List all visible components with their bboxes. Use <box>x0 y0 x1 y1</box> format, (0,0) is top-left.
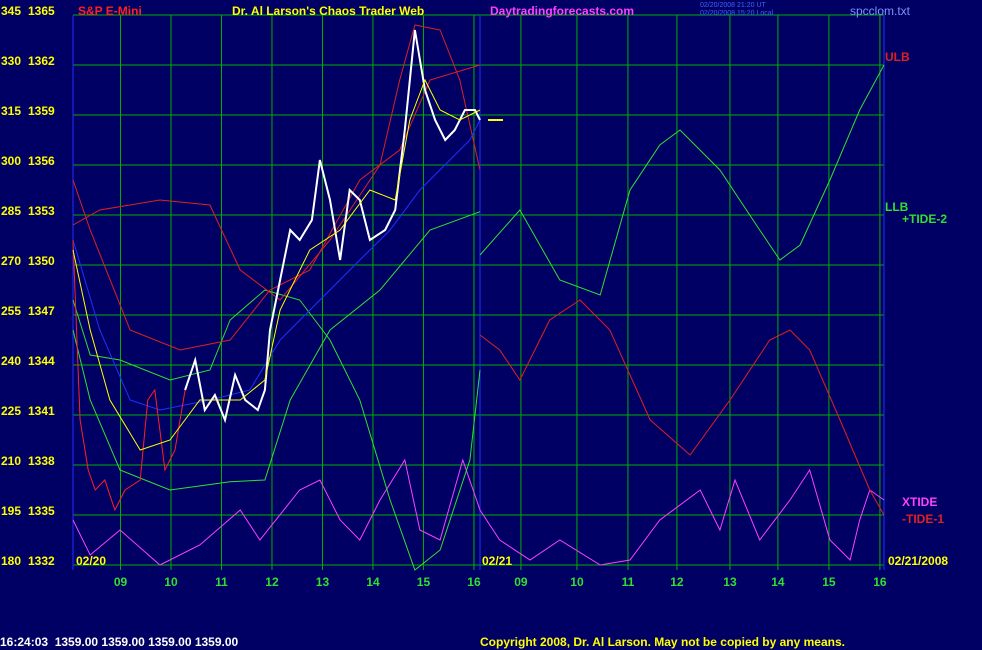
x-tick-label: 14 <box>366 575 380 589</box>
y2-tick-label: 1359 <box>28 104 55 118</box>
series-line <box>479 64 885 296</box>
x-tick-label: 11 <box>622 575 635 589</box>
legend-llb: LLB <box>885 200 909 214</box>
series-line <box>72 458 885 566</box>
series-line <box>72 78 481 451</box>
timestamp-ut: 02/20/2008 21:20 UT <box>700 2 766 9</box>
y2-tick-label: 1350 <box>28 254 55 268</box>
x-tick-label: 10 <box>164 575 178 589</box>
y2-tick-label: 1335 <box>28 504 55 518</box>
y2-tick-label: 1332 <box>28 554 55 568</box>
y-tick-label: 300 <box>1 154 21 168</box>
series-line <box>72 239 186 512</box>
y2-tick-label: 1344 <box>28 354 55 368</box>
x-tick-label: 16 <box>467 575 481 589</box>
instrument: S&P E-Mini <box>78 4 142 18</box>
y2-tick-label: 1341 <box>28 404 55 418</box>
series-line <box>184 29 481 424</box>
legend-ulb: ULB <box>885 50 910 64</box>
x-tick-label: 13 <box>723 575 737 589</box>
date-label: 02/20 <box>76 554 106 568</box>
series-line <box>479 299 885 516</box>
y2-tick-label: 1362 <box>28 54 55 68</box>
date-label: 02/21 <box>482 554 512 568</box>
y-tick-label: 315 <box>1 104 21 118</box>
y-tick-label: 180 <box>1 554 21 568</box>
y-tick-label: 285 <box>1 204 21 218</box>
y-tick-label: 225 <box>1 404 21 418</box>
y-tick-label: 270 <box>1 254 21 268</box>
chart-title: Dr. Al Larson's Chaos Trader Web <box>232 4 424 18</box>
y-tick-label: 210 <box>1 454 21 468</box>
legend-tide1: -TIDE-1 <box>902 512 944 526</box>
legend-xtide: XTIDE <box>902 495 937 509</box>
y2-tick-label: 1338 <box>28 454 55 468</box>
x-tick-label: 12 <box>265 575 279 589</box>
x-tick-label: 14 <box>771 575 785 589</box>
y2-tick-label: 1365 <box>28 4 55 18</box>
series-lines <box>72 24 885 571</box>
timestamp-local: 02/20/2008 15:20 Local <box>700 10 774 17</box>
y-tick-label: 345 <box>1 4 21 18</box>
x-tick-label: 10 <box>570 575 584 589</box>
legend-tide2: +TIDE-2 <box>902 212 947 226</box>
series-line <box>72 211 481 491</box>
grid <box>73 14 884 570</box>
x-tick-label: 13 <box>316 575 330 589</box>
date-label: 02/21/2008 <box>888 554 948 568</box>
x-tick-label: 11 <box>215 575 228 589</box>
x-tick-label: 09 <box>114 575 128 589</box>
file-name: spcclom.txt <box>850 4 911 18</box>
copyright: Copyright 2008, Dr. Al Larson. May not b… <box>480 635 845 649</box>
series-line <box>72 289 481 571</box>
y2-tick-label: 1347 <box>28 304 55 318</box>
y2-tick-label: 1353 <box>28 204 55 218</box>
x-tick-label: 12 <box>670 575 684 589</box>
site: Daytradingforecasts.com <box>490 4 634 18</box>
status-line: 16:24:03 1359.00 1359.00 1359.00 1359.00 <box>0 635 239 649</box>
y-tick-label: 255 <box>1 304 21 318</box>
x-tick-label: 16 <box>873 575 887 589</box>
series-line <box>72 119 481 411</box>
y-tick-label: 195 <box>1 504 21 518</box>
series-line <box>72 24 481 301</box>
x-tick-label: 15 <box>417 575 431 589</box>
series-line <box>72 64 481 351</box>
y-tick-label: 240 <box>1 354 21 368</box>
y2-tick-label: 1356 <box>28 154 55 168</box>
x-tick-label: 15 <box>822 575 836 589</box>
x-tick-label: 09 <box>514 575 528 589</box>
y-tick-label: 330 <box>1 54 21 68</box>
